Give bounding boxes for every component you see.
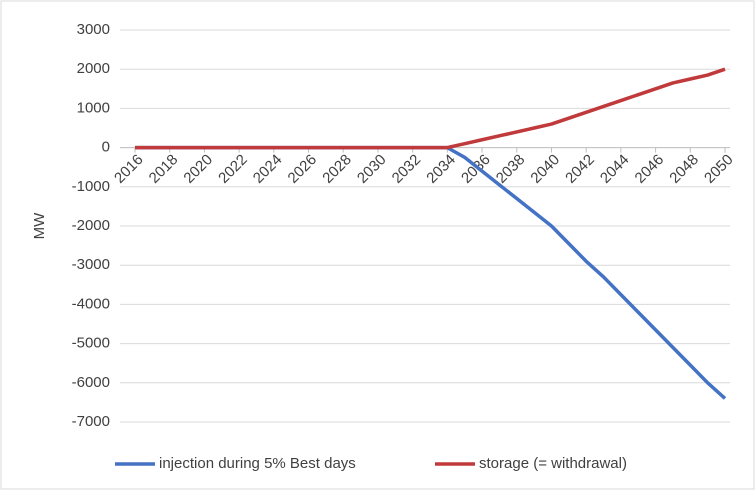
y-tick-label: 1000 [77, 99, 110, 116]
y-tick-label: -7000 [72, 413, 110, 430]
y-tick-label: -6000 [72, 374, 110, 391]
y-tick-label: 0 [102, 139, 110, 156]
legend-label: storage (= withdrawal) [479, 455, 627, 472]
y-tick-label: 2000 [77, 60, 110, 77]
y-tick-label: -5000 [72, 335, 110, 352]
y-tick-label: -3000 [72, 256, 110, 273]
series-line [135, 67, 726, 150]
y-tick-label: -4000 [72, 295, 110, 312]
y-axis-label: MW [31, 212, 48, 239]
y-tick-label: -1000 [72, 178, 110, 195]
y-tick-label: -2000 [72, 217, 110, 234]
legend-label: injection during 5% Best days [159, 455, 356, 472]
y-tick-label: 3000 [77, 21, 110, 38]
